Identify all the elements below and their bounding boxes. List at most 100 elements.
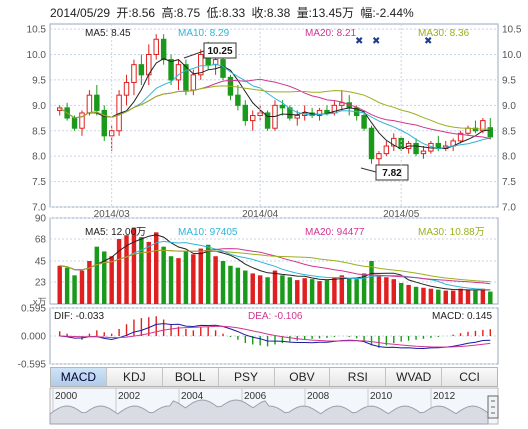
overview-year-label: 2012 [433, 391, 456, 402]
price-tick-label: 8.5 [32, 126, 46, 137]
legend-ma5: MA5: 8.45 [85, 28, 131, 39]
volume-bar [317, 281, 322, 304]
candle-body [160, 38, 167, 61]
volume-bar [79, 270, 85, 304]
volume-bar [183, 251, 189, 304]
volume-axis: 90 68 45 23 [35, 214, 47, 289]
tab-cci[interactable]: CCI [442, 368, 497, 386]
legend-ma30: MA30: 8.36 [418, 28, 470, 39]
candle-body [235, 94, 241, 106]
volume-tick-label: 23 [35, 278, 47, 289]
volume-bar [280, 275, 285, 304]
volume-bar [124, 235, 129, 304]
volume-ma-lines [59, 234, 491, 291]
volume-bar [369, 261, 374, 304]
volume-bar [257, 275, 263, 304]
candle-body [250, 115, 256, 122]
event-marker-icon[interactable]: ✖ [372, 36, 380, 47]
candle-body [376, 153, 382, 160]
candle-body [391, 137, 397, 147]
candle-body [123, 81, 130, 96]
volume-unit: x万 [33, 297, 47, 307]
volume-bar [436, 289, 441, 304]
volume-bar [272, 270, 278, 304]
volume-bar [228, 265, 233, 304]
ma30-line [59, 85, 491, 130]
volume-bar [480, 288, 486, 304]
price-tick-label: 9.5 [32, 75, 46, 86]
macd-lines [59, 323, 491, 350]
volume-bar [406, 284, 411, 304]
price-axis-right: 10.5 10.0 9.5 9.0 8.5 8.0 7.5 7.0 [502, 25, 522, 214]
volume-bar [153, 232, 159, 304]
price-tick-label: 9.0 [502, 101, 516, 112]
volume-bar [443, 290, 448, 304]
tab-kdj[interactable]: KDJ [106, 368, 163, 386]
quote-header: 2014/05/29 开:8.56 高:8.75 低:8.33 收:8.38 量… [50, 4, 417, 21]
volume-tick-label: 45 [35, 257, 47, 268]
indicator-tabs: MACD KDJ BOLL PSY OBV RSI WVAD CCI [50, 367, 498, 387]
candle-body [465, 127, 471, 134]
candle-body [294, 115, 300, 119]
dif-line [59, 323, 491, 350]
candle-body [279, 104, 286, 109]
candle-body [79, 112, 85, 129]
volume-bar [191, 254, 196, 304]
macd-tick-label: -0.595 [18, 360, 47, 371]
volume-bar [413, 286, 419, 304]
event-marker-icon[interactable]: ✖ [355, 36, 363, 47]
price-tick-label: 7.5 [32, 177, 46, 188]
tab-boll[interactable]: BOLL [162, 368, 219, 386]
price-tick-label: 9.5 [502, 75, 516, 86]
volume-bar [146, 241, 152, 304]
range-handle[interactable] [487, 395, 499, 419]
tab-macd[interactable]: MACD [51, 368, 107, 386]
macd-legend-macd: MACD: 0.145 [432, 311, 492, 322]
volume-bar [488, 291, 493, 304]
tab-obv[interactable]: OBV [274, 368, 331, 386]
overview-year-label: 2002 [118, 391, 141, 402]
candle-body [324, 109, 330, 114]
volume-bar [139, 237, 144, 304]
legend-ma10: MA10: 8.29 [178, 28, 230, 39]
low-label: 7.82 [382, 168, 402, 179]
volume-bar [161, 246, 166, 304]
tab-wvad[interactable]: WVAD [386, 368, 443, 386]
quote-volume: 量:13.45万 [296, 6, 354, 20]
volume-bar [384, 277, 389, 304]
tab-rsi[interactable]: RSI [330, 368, 387, 386]
candle-body [420, 150, 427, 155]
volume-bar [309, 279, 315, 304]
macd-tick-label: 0.000 [21, 332, 46, 343]
candle-body [153, 38, 159, 55]
quote-high: 高:8.75 [161, 6, 201, 20]
vol-legend-ma10: MA10: 97405 [178, 227, 238, 238]
candle-body [398, 137, 404, 150]
volume-bar [287, 277, 293, 304]
price-tick-label: 8.5 [502, 126, 516, 137]
event-marker-icon[interactable]: ✖ [424, 36, 432, 47]
tab-psy[interactable]: PSY [218, 368, 275, 386]
vol-legend-ma5: MA5: 12.00万 [85, 227, 146, 238]
price-tick-label: 10.5 [27, 25, 47, 36]
ma5-line [59, 58, 491, 150]
candle-body [242, 104, 249, 122]
macd-legend-dif: DIF: -0.033 [54, 311, 104, 322]
overview-year-label: 2004 [181, 391, 204, 402]
price-tick-label: 9.0 [32, 101, 46, 112]
price-tick-label: 7.0 [502, 203, 516, 214]
candle-body [316, 109, 323, 116]
volume-bar [250, 273, 255, 304]
volume-bar [347, 278, 352, 304]
volume-bar [168, 256, 174, 304]
volume-bar [205, 244, 211, 304]
candle-body [368, 127, 375, 160]
candle-body [457, 132, 464, 142]
candle-body [383, 145, 390, 155]
candle-body [339, 102, 345, 106]
dea-line [59, 325, 491, 348]
candle-body [94, 94, 100, 111]
volume-tick-label: 90 [35, 214, 47, 225]
candle-body [86, 94, 93, 114]
